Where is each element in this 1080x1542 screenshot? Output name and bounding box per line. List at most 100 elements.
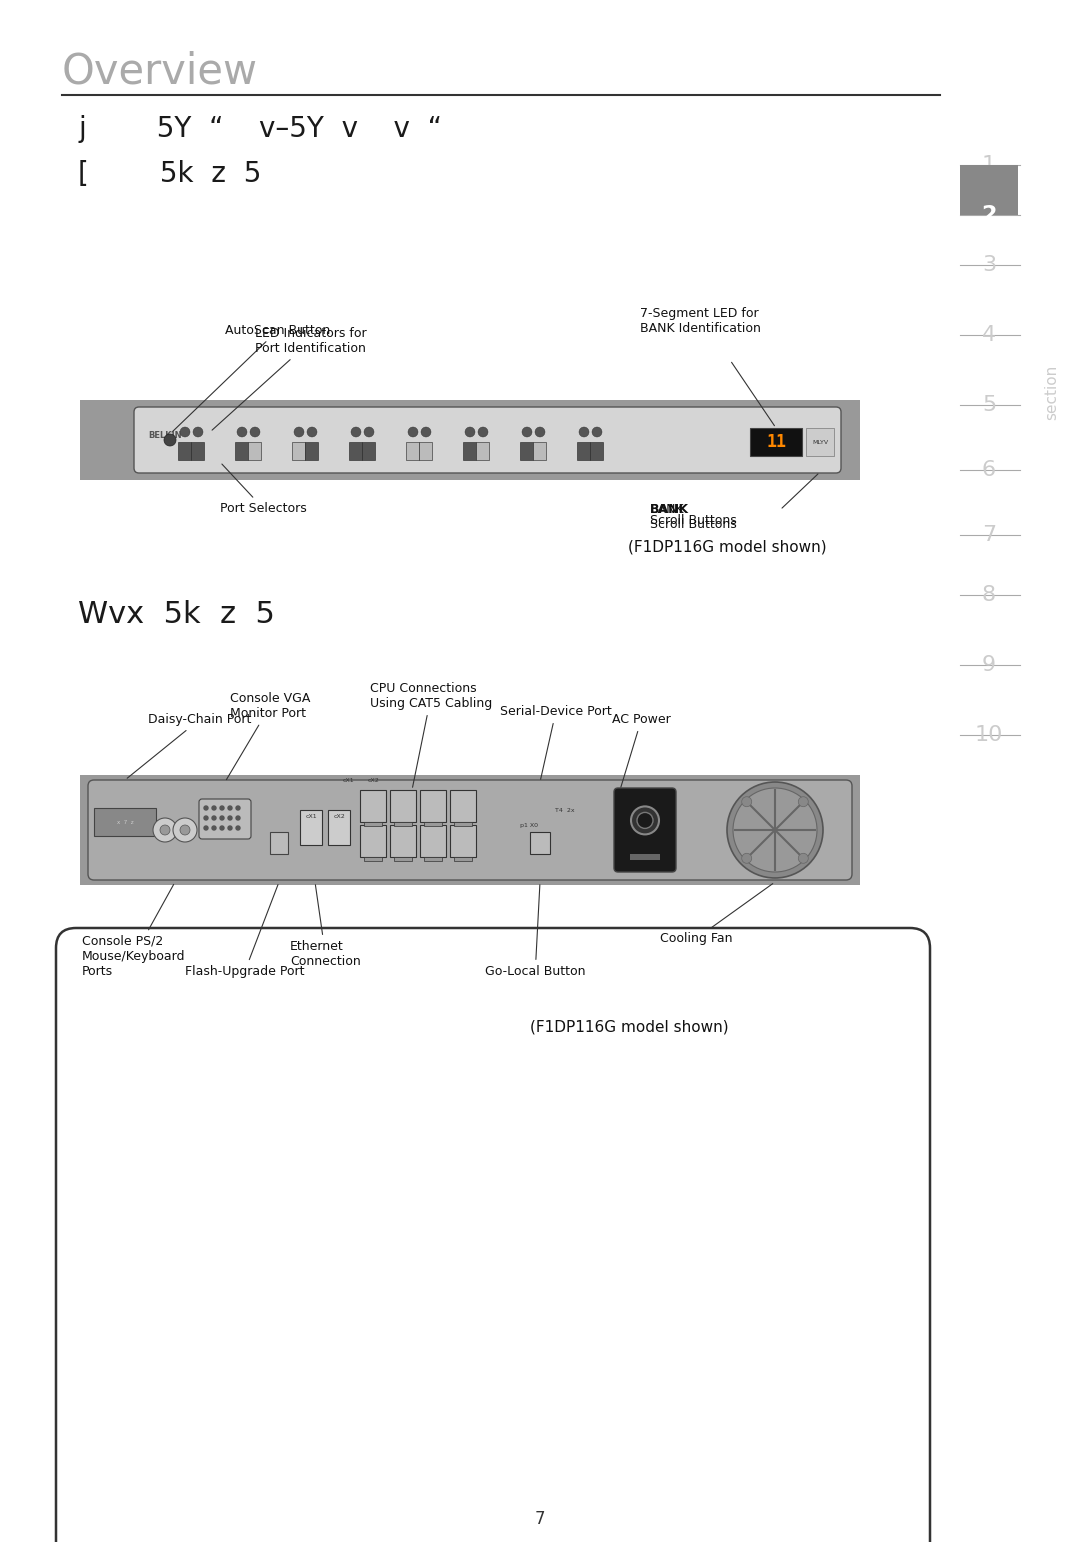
Bar [420, 790, 446, 822]
FancyBboxPatch shape [87, 780, 852, 880]
Text: 3: 3 [982, 254, 996, 274]
Text: AC Power: AC Power [612, 712, 671, 788]
Text: Flash-Upgrade Port: Flash-Upgrade Port [185, 885, 305, 978]
Circle shape [351, 427, 361, 436]
Circle shape [228, 827, 232, 830]
Text: 7-Segment LED for
BANK Identification: 7-Segment LED for BANK Identification [640, 307, 761, 335]
Text: 6: 6 [982, 460, 996, 480]
Text: x  7  z: x 7 z [117, 819, 133, 825]
Circle shape [220, 806, 224, 810]
Circle shape [408, 427, 418, 436]
Text: cX2: cX2 [368, 777, 380, 782]
Circle shape [212, 816, 216, 820]
Text: AutoScan Button: AutoScan Button [172, 324, 330, 432]
Text: Overview: Overview [62, 49, 258, 93]
Bar [519, 443, 534, 460]
Circle shape [204, 816, 208, 820]
Text: (F1DP116G model shown): (F1DP116G model shown) [530, 1019, 729, 1035]
Text: j        5Y  “    v–5Y  v    v  “: j 5Y “ v–5Y v v “ [78, 116, 442, 143]
Bar [390, 790, 416, 822]
Circle shape [364, 427, 374, 436]
Text: 11: 11 [766, 433, 786, 450]
Bar [454, 822, 472, 827]
Circle shape [204, 827, 208, 830]
Text: (F1DP116G model shown): (F1DP116G model shown) [627, 540, 826, 555]
Circle shape [237, 427, 247, 436]
Bar [420, 825, 446, 857]
Bar [94, 808, 156, 836]
Bar [454, 857, 472, 860]
Circle shape [727, 782, 823, 877]
Circle shape [180, 427, 190, 436]
Text: BELKIN: BELKIN [148, 430, 181, 439]
Text: 4: 4 [982, 325, 996, 345]
Bar [292, 443, 305, 460]
Circle shape [237, 827, 240, 830]
Bar [390, 825, 416, 857]
Bar [178, 443, 191, 460]
Circle shape [204, 806, 208, 810]
Text: 5: 5 [982, 395, 996, 415]
Circle shape [742, 797, 752, 806]
Circle shape [798, 797, 808, 806]
Text: 9: 9 [982, 655, 996, 675]
Bar [328, 810, 350, 845]
Bar [364, 822, 382, 827]
Bar [534, 443, 546, 460]
Circle shape [631, 806, 659, 834]
Circle shape [212, 806, 216, 810]
Bar [360, 790, 386, 822]
Bar [577, 443, 590, 460]
Text: 10: 10 [975, 725, 1003, 745]
Text: [        5k  z  5: [ 5k z 5 [78, 160, 261, 188]
Circle shape [307, 427, 318, 436]
Text: Console VGA
Monitor Port: Console VGA Monitor Port [227, 692, 310, 780]
Text: 8: 8 [982, 584, 996, 604]
Bar [630, 854, 660, 860]
Text: LED Indicators for
Port Identification: LED Indicators for Port Identification [212, 327, 366, 430]
Bar [960, 165, 1018, 214]
Text: Ethernet
Connection: Ethernet Connection [291, 885, 361, 968]
Text: section: section [1044, 365, 1059, 419]
Bar [394, 857, 411, 860]
Text: 1: 1 [982, 156, 996, 174]
Bar [191, 443, 204, 460]
Text: Serial-Device Port: Serial-Device Port [500, 705, 611, 779]
Bar [300, 810, 322, 845]
Text: BANK: BANK [650, 503, 689, 517]
Bar [406, 443, 419, 460]
Text: cX1: cX1 [306, 814, 316, 819]
Bar [305, 443, 318, 460]
Text: Go-Local Button: Go-Local Button [485, 885, 585, 978]
Circle shape [465, 427, 475, 436]
Bar [80, 399, 860, 480]
Circle shape [160, 825, 170, 836]
Text: p1 X0: p1 X0 [519, 822, 538, 828]
Circle shape [173, 817, 197, 842]
Circle shape [220, 816, 224, 820]
Circle shape [421, 427, 431, 436]
Circle shape [212, 827, 216, 830]
Text: cX1: cX1 [342, 777, 354, 782]
Text: Scroll Buttons: Scroll Buttons [650, 513, 737, 527]
Text: 7: 7 [535, 1510, 545, 1528]
Bar [463, 443, 476, 460]
Text: Cooling Fan: Cooling Fan [660, 884, 773, 945]
Bar [419, 443, 432, 460]
Circle shape [193, 427, 203, 436]
Bar [450, 825, 476, 857]
Text: Port Selectors: Port Selectors [220, 464, 307, 515]
Bar [248, 443, 261, 460]
Circle shape [522, 427, 532, 436]
Text: T4  2x: T4 2x [555, 808, 575, 813]
FancyBboxPatch shape [134, 407, 841, 473]
Text: 7: 7 [982, 524, 996, 544]
Text: Daisy-Chain Port: Daisy-Chain Port [127, 712, 252, 779]
Circle shape [228, 806, 232, 810]
Text: BANK
Scroll Buttons: BANK Scroll Buttons [650, 503, 737, 530]
Circle shape [742, 853, 752, 864]
Bar [590, 443, 603, 460]
Text: MLYV: MLYV [812, 439, 828, 444]
Text: Console PS/2
Mouse/Keyboard
Ports: Console PS/2 Mouse/Keyboard Ports [82, 885, 186, 978]
Text: CPU Connections
Using CAT5 Cabling: CPU Connections Using CAT5 Cabling [370, 682, 492, 788]
